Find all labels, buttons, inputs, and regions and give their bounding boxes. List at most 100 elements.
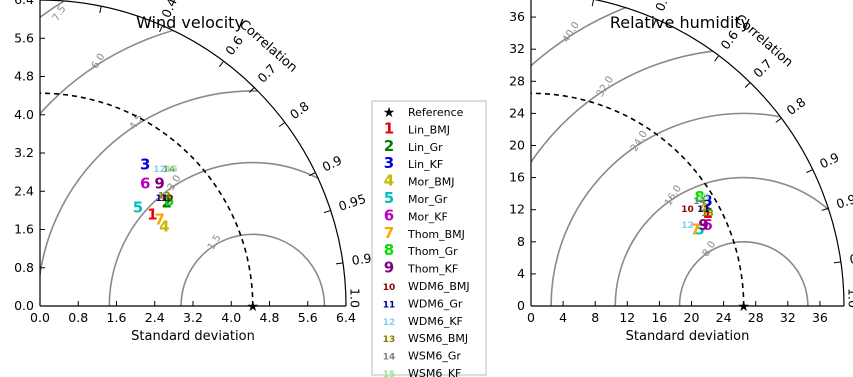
legend-marker: 3 — [384, 154, 394, 172]
outer-arc — [593, 0, 845, 307]
legend-marker: 6 — [384, 206, 394, 224]
y-tick-label: 6.4 — [14, 0, 34, 7]
data-point: 11 — [156, 194, 169, 204]
corr-tick — [308, 172, 316, 177]
data-point: 9 — [154, 175, 164, 193]
x-tick-label: 28 — [748, 310, 764, 325]
data-point: 2 — [702, 196, 712, 214]
y-tick-label: 12 — [509, 202, 525, 217]
y-tick-label: 36 — [509, 9, 525, 24]
legend-marker: 15 — [383, 370, 396, 377]
data-point: 4 — [698, 200, 708, 218]
legend-marker: 5 — [384, 189, 394, 207]
data-point: 5 — [694, 220, 704, 238]
legend-marker: 11 — [383, 300, 396, 310]
legend-marker: 7 — [384, 224, 394, 242]
data-point: 13 — [701, 209, 714, 219]
data-point: 1 — [147, 206, 157, 224]
data-point: 7 — [690, 220, 700, 238]
y-tick-label: 4.0 — [14, 107, 34, 122]
x-tick-label: 4 — [559, 310, 567, 325]
x-tick-label: 12 — [619, 310, 635, 325]
x-axis-label: Standard deviation — [626, 329, 750, 344]
rms-contour — [108, 162, 346, 306]
y-tick-label: 16 — [509, 170, 525, 185]
data-point: 10 — [681, 205, 694, 215]
legend-reference-star: ★ — [383, 105, 396, 121]
x-tick-label: 4.0 — [221, 310, 241, 325]
x-tick-label: 1.6 — [107, 310, 127, 325]
legend-entry-label: Mor_BMJ — [408, 176, 455, 189]
corr-tick — [323, 209, 331, 214]
corr-tick-label: 0.0 — [26, 0, 46, 1]
corr-tick — [218, 60, 225, 68]
y-tick-label: 20 — [509, 137, 525, 152]
legend-entry-label: WDM6_BMJ — [408, 280, 470, 293]
x-tick-label: 20 — [684, 310, 700, 325]
data-point: 12 — [681, 221, 694, 231]
corr-tick — [591, 0, 594, 7]
legend-entry-label: WSM6_BMJ — [408, 332, 468, 345]
legend-marker: 2 — [384, 137, 394, 155]
x-tick-label: 16 — [651, 310, 667, 325]
legend-marker: 14 — [383, 353, 396, 363]
rms-contour — [678, 241, 809, 306]
y-tick-label: 1.6 — [14, 222, 34, 237]
legend-marker: 12 — [383, 318, 396, 328]
y-tick-label: 0 — [517, 298, 525, 313]
corr-tick — [833, 261, 841, 264]
outer-arc — [39, 0, 347, 307]
chart-title: Relative humidity — [610, 13, 750, 32]
x-tick-label: 4.8 — [260, 310, 280, 325]
legend-marker: 13 — [383, 335, 396, 345]
y-tick-label: 28 — [509, 73, 525, 88]
chart-title: Wind velocity — [136, 13, 244, 32]
corr-tick — [806, 169, 813, 174]
corr-tick — [335, 262, 344, 265]
x-tick-label: 0.0 — [30, 310, 50, 325]
data-point: 5 — [133, 198, 143, 216]
data-point: 6 — [140, 175, 150, 193]
data-point: 4 — [159, 218, 169, 236]
y-tick-label: 5.6 — [14, 30, 34, 45]
corr-tick — [714, 55, 720, 62]
reference-star-marker: ★ — [737, 299, 750, 315]
data-point: 11 — [697, 205, 710, 215]
corr-tick — [99, 6, 102, 14]
legend-reference-label: Reference — [408, 106, 464, 119]
x-tick-label: 0.8 — [68, 310, 88, 325]
data-point: 15 — [697, 193, 710, 203]
data-point: 3 — [140, 155, 150, 173]
data-point: 15 — [165, 165, 178, 175]
legend-entry-label: Thom_Gr — [407, 245, 458, 258]
x-tick-label: 8 — [591, 310, 599, 325]
y-tick-label: 8 — [517, 234, 525, 249]
legend-marker: 9 — [384, 259, 394, 277]
legend-entry-label: Lin_BMJ — [408, 123, 450, 136]
data-point: 6 — [702, 216, 712, 234]
y-tick-label: 3.2 — [14, 145, 34, 160]
reference-arc — [39, 92, 254, 307]
legend-marker: 1 — [384, 119, 394, 137]
corr-tick — [278, 122, 286, 127]
corr-tick — [652, 18, 657, 26]
rms-contour — [40, 90, 346, 306]
corr-tick-label: 1.0 — [846, 288, 853, 308]
corr-tick — [159, 25, 163, 33]
legend-marker: 10 — [383, 283, 396, 293]
y-tick-label: 4.8 — [14, 69, 34, 84]
y-tick-label: 2.4 — [14, 183, 34, 198]
reference-arc — [530, 92, 745, 307]
legend-entry-label: Lin_Gr — [408, 141, 443, 154]
data-point: 3 — [702, 192, 712, 210]
legend-marker: 8 — [384, 241, 394, 259]
data-point: 14 — [163, 165, 176, 175]
corr-tick-label: 0.99 — [849, 248, 853, 267]
x-axis-label: Standard deviation — [131, 329, 255, 344]
data-point: 10 — [160, 194, 173, 204]
legend-entry-label: WDM6_Gr — [408, 297, 463, 310]
data-point: 7 — [154, 210, 164, 228]
x-tick-label: 5.6 — [298, 310, 318, 325]
y-tick-label: 0.8 — [14, 260, 34, 275]
